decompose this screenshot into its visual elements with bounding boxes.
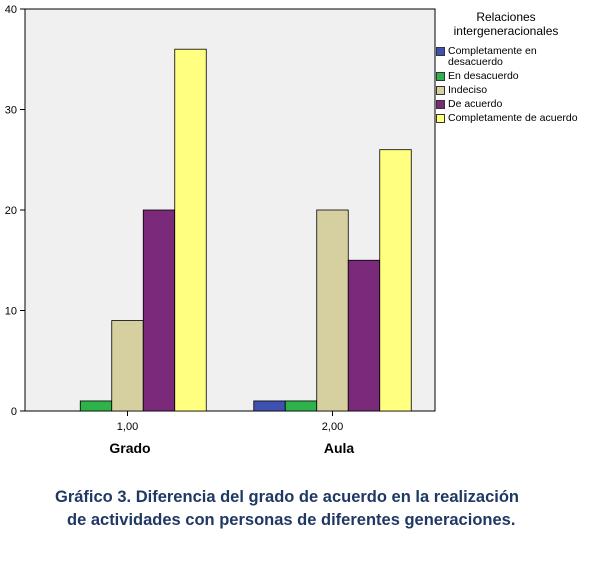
category-name-aula: Aula <box>323 440 355 456</box>
legend-item: De acuerdo <box>436 99 591 110</box>
bar <box>174 48 207 412</box>
legend-swatch <box>436 72 445 81</box>
x-tick-label: 2,00 <box>322 421 343 433</box>
bar <box>79 400 113 412</box>
bar <box>316 209 349 412</box>
legend-item: Completamente en desacuerdo <box>436 46 543 68</box>
legend-item: Completamente de acuerdo <box>436 113 591 124</box>
caption-line-1: Diferencia del grado de acuerdo en la re… <box>135 488 520 506</box>
legend-label: De acuerdo <box>448 98 503 110</box>
bar-chart: 0 10 20 30 40 1,00 2,00 <box>5 4 436 433</box>
legend-swatch <box>436 86 445 95</box>
legend-label: En desacuerdo <box>448 70 519 82</box>
category-name-grado: Grado <box>109 440 151 456</box>
legend-item: Indeciso <box>436 85 591 96</box>
y-tick-label: 40 <box>5 4 17 16</box>
bar <box>284 400 318 412</box>
legend-swatch <box>436 100 445 109</box>
caption-label: Gráfico 3. <box>55 488 132 506</box>
y-tick-label: 0 <box>11 406 17 418</box>
legend-label: Indeciso <box>448 84 488 96</box>
bar <box>347 259 381 412</box>
bar <box>111 320 144 412</box>
y-tick-label: 30 <box>5 105 17 117</box>
y-tick-label: 10 <box>5 306 17 318</box>
bar <box>379 149 412 412</box>
legend-label: Completamente en desacuerdo <box>448 45 537 68</box>
legend: Relaciones intergeneracionales Completam… <box>436 10 591 127</box>
bar <box>142 209 176 412</box>
legend-label: Completamente de acuerdo <box>448 112 578 124</box>
legend-swatch <box>436 47 445 56</box>
legend-title-line-2: intergeneracionales <box>453 24 559 38</box>
x-tick-label: 1,00 <box>117 421 138 433</box>
legend-item: En desacuerdo <box>436 71 591 82</box>
bar <box>253 400 286 412</box>
legend-title: Relaciones intergeneracionales <box>436 10 576 38</box>
legend-swatch <box>436 114 445 123</box>
y-tick-label: 20 <box>5 205 17 217</box>
legend-title-line-1: Relaciones <box>476 10 536 24</box>
caption-line-2: de actividades con personas de diferente… <box>67 511 516 529</box>
